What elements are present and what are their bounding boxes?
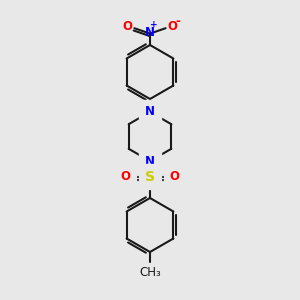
Text: O: O: [167, 20, 177, 34]
Text: O: O: [120, 170, 130, 183]
Text: O: O: [123, 20, 133, 34]
Text: +: +: [150, 20, 158, 29]
Text: -: -: [176, 15, 181, 28]
Text: N: N: [145, 154, 155, 168]
Text: S: S: [145, 170, 155, 184]
Text: N: N: [145, 26, 155, 39]
Text: O: O: [169, 170, 180, 183]
Text: N: N: [145, 105, 155, 119]
Text: CH₃: CH₃: [139, 266, 161, 279]
